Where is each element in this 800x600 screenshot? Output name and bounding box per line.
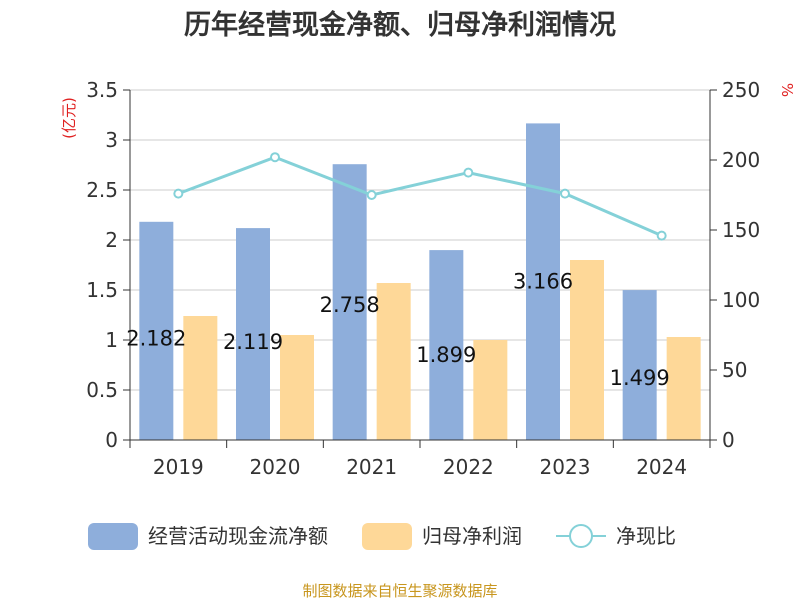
- right-tick-label: 0: [722, 428, 735, 452]
- x-tick-label: 2020: [250, 455, 301, 479]
- x-tick-label: 2024: [636, 455, 687, 479]
- left-tick-label: 0: [105, 428, 118, 452]
- x-tick-label: 2022: [443, 455, 494, 479]
- bar: [236, 228, 270, 440]
- left-tick-label: 1: [105, 328, 118, 352]
- line-point: [270, 152, 280, 163]
- line-point: [656, 230, 667, 241]
- legend-label: 归母净利润: [422, 524, 522, 548]
- left-axis-unit: (亿元): [60, 97, 78, 139]
- bar: [139, 221, 174, 440]
- bar: [280, 335, 314, 440]
- data-labels: 2.182 2.119 2.758 1.899 3.166 1.499: [126, 269, 669, 390]
- bar: [332, 164, 367, 440]
- right-axis-unit: %: [778, 83, 796, 97]
- bar-value-label: 2.119: [223, 330, 283, 354]
- line-point: [560, 188, 570, 199]
- gridlines: [130, 89, 710, 441]
- legend-label: 净现比: [616, 524, 676, 548]
- legend-label: 经营活动现金流净额: [148, 524, 328, 548]
- right-tick-label: 250: [722, 78, 760, 102]
- ratio-line: [173, 152, 667, 241]
- line-point: [463, 167, 474, 178]
- bar-value-label: 1.899: [416, 343, 476, 367]
- bar: [666, 337, 701, 440]
- bar: [473, 340, 508, 440]
- bar-value-label: 1.499: [610, 366, 670, 390]
- bar: [429, 250, 464, 440]
- bar: [622, 290, 657, 440]
- left-tick-label: 2: [105, 228, 118, 252]
- x-tick-label: 2021: [346, 455, 397, 479]
- left-tick-label: 3: [105, 128, 118, 152]
- chart-title: 历年经营现金净额、归母净利润情况: [184, 9, 616, 41]
- bar-value-label: 3.166: [513, 269, 573, 293]
- line-point: [366, 190, 377, 200]
- axes: 0 0.5 1 1.5 2 2.5 3 3.5 0 50 100 150 200 250 2019 2020 2…: [86, 78, 760, 479]
- bar: [183, 316, 218, 440]
- bars: [139, 123, 701, 441]
- series-line: [177, 155, 663, 237]
- left-tick-label: 3.5: [86, 78, 118, 102]
- left-tick-label: 0.5: [86, 378, 118, 402]
- legend-marker: [569, 524, 593, 548]
- right-tick-label: 50: [722, 358, 747, 382]
- left-tick-label: 1.5: [86, 278, 118, 302]
- bar: [570, 260, 604, 440]
- bar-value-label: 2.182: [126, 326, 186, 350]
- bar: [376, 283, 411, 440]
- legend-swatch: [362, 523, 412, 550]
- line-point: [173, 188, 184, 199]
- x-tick-label: 2023: [540, 455, 591, 479]
- legend-swatch: [88, 523, 138, 550]
- right-tick-label: 200: [722, 148, 760, 172]
- source-note: 制图数据来自恒生聚源数据库: [302, 582, 497, 600]
- bar: [526, 123, 560, 441]
- left-tick-label: 2.5: [86, 178, 118, 202]
- bar-value-label: 2.758: [320, 293, 380, 317]
- right-tick-label: 100: [722, 288, 760, 312]
- legend: 经营活动现金流净额 归母净利润 净现比: [88, 523, 676, 550]
- right-tick-label: 150: [722, 218, 760, 242]
- x-tick-label: 2019: [153, 455, 204, 479]
